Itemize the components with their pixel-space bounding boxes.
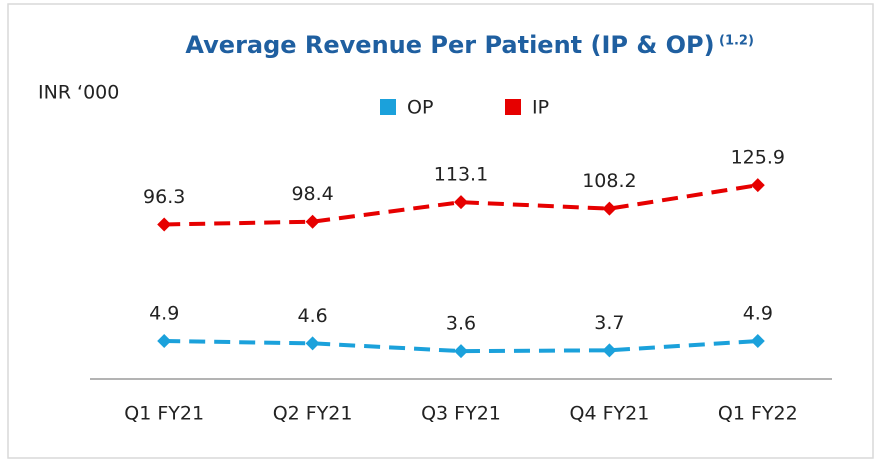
x-tick-label: Q3 FY21: [421, 403, 501, 425]
data-label: 125.9: [731, 147, 785, 169]
data-label: 3.6: [446, 313, 476, 335]
y-axis-label: INR ‘000: [38, 82, 119, 104]
point-marker: [602, 201, 617, 216]
title-note: (1.2): [719, 34, 754, 49]
point-marker: [602, 343, 617, 358]
point-marker: [305, 336, 320, 351]
point-marker: [750, 334, 765, 349]
point-marker: [157, 217, 172, 232]
x-tick-label: Q2 FY21: [273, 403, 353, 425]
x-tick-label: Q1 FY21: [124, 403, 204, 425]
legend-swatch: [505, 99, 521, 115]
point-marker: [305, 214, 320, 229]
x-tick-label: Q1 FY22: [718, 403, 798, 425]
x-tick-label: Q4 FY21: [570, 403, 650, 425]
data-label: 98.4: [291, 183, 333, 205]
data-label: 113.1: [434, 164, 488, 186]
chart-frame: [7, 3, 874, 459]
data-label: 108.2: [582, 170, 636, 192]
point-marker: [157, 334, 172, 349]
point-marker: [454, 344, 468, 359]
data-label: 3.7: [594, 312, 624, 334]
data-label: 96.3: [143, 186, 185, 208]
legend-swatch: [380, 99, 396, 115]
data-label: 4.6: [297, 305, 327, 327]
point-marker: [454, 195, 468, 210]
data-label: 4.9: [149, 303, 179, 325]
data-label: 4.9: [743, 303, 773, 325]
legend-label: IP: [532, 97, 549, 119]
chart-title: Average Revenue Per Patient (IP & OP): [185, 31, 714, 59]
point-marker: [750, 178, 765, 193]
legend-label: OP: [407, 97, 433, 119]
